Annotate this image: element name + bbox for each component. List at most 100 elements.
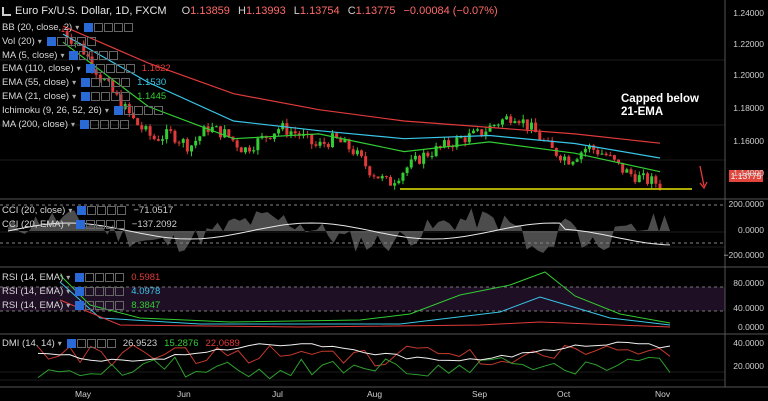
close-icon[interactable]	[121, 92, 131, 101]
symbol-icon[interactable]	[2, 7, 11, 16]
indicator-row[interactable]: CCI (20, close) ▾ −71.0517	[2, 204, 173, 217]
close-icon[interactable]	[86, 36, 96, 46]
lock-icon[interactable]	[86, 339, 96, 348]
chevron-down-icon[interactable]: ▾	[76, 64, 81, 74]
close-icon[interactable]	[115, 287, 125, 296]
chevron-down-icon[interactable]: ▾	[104, 105, 109, 115]
more-icon[interactable]	[114, 23, 124, 32]
settings-icon[interactable]	[76, 339, 86, 348]
close-icon[interactable]	[115, 301, 125, 310]
indicator-name[interactable]: CCI (20, EMA)	[2, 219, 64, 230]
settings-icon[interactable]	[85, 273, 95, 282]
close-icon[interactable]	[153, 105, 163, 115]
lock-icon[interactable]	[133, 105, 143, 115]
lock-icon[interactable]	[105, 64, 115, 74]
eye-icon[interactable]	[75, 220, 85, 229]
indicator-row[interactable]: MA (5, close) ▾	[2, 49, 119, 62]
more-icon[interactable]	[111, 92, 121, 101]
chevron-down-icon[interactable]: ▾	[68, 206, 73, 215]
lock-icon[interactable]	[101, 92, 111, 101]
close-icon[interactable]	[109, 50, 119, 60]
chevron-down-icon[interactable]: ▾	[60, 50, 65, 60]
close-icon[interactable]	[121, 78, 131, 88]
indicator-name[interactable]: Vol (20)	[2, 35, 35, 47]
eye-icon[interactable]	[75, 301, 85, 310]
more-icon[interactable]	[143, 105, 153, 115]
lock-icon[interactable]	[95, 273, 105, 282]
indicator-name[interactable]: Ichimoku (9, 26, 52, 26)	[2, 104, 102, 116]
more-icon[interactable]	[111, 78, 121, 88]
close-icon[interactable]	[115, 273, 125, 282]
close-icon[interactable]	[115, 220, 125, 229]
lock-icon[interactable]	[95, 301, 105, 310]
more-icon[interactable]	[115, 64, 125, 74]
indicator-row[interactable]: RSI (14, EMA) ▾ 4.0978	[2, 285, 160, 298]
settings-icon[interactable]	[90, 119, 100, 129]
settings-icon[interactable]	[95, 64, 105, 74]
settings-icon[interactable]	[79, 50, 89, 60]
eye-icon[interactable]	[113, 105, 123, 115]
settings-icon[interactable]	[87, 206, 97, 215]
indicator-row[interactable]: EMA (55, close) ▾ 1.1530	[2, 76, 166, 89]
eye-icon[interactable]	[81, 78, 91, 88]
close-icon[interactable]	[120, 119, 130, 129]
eye-icon[interactable]	[66, 339, 76, 348]
indicator-name[interactable]: RSI (14, EMA)	[2, 272, 64, 283]
settings-icon[interactable]	[85, 220, 95, 229]
eye-icon[interactable]	[46, 36, 56, 46]
chevron-down-icon[interactable]: ▾	[71, 119, 76, 129]
chevron-down-icon[interactable]: ▾	[37, 36, 42, 46]
eye-icon[interactable]	[84, 23, 94, 32]
lock-icon[interactable]	[95, 287, 105, 296]
more-icon[interactable]	[105, 287, 115, 296]
close-icon[interactable]	[106, 339, 116, 348]
chevron-down-icon[interactable]: ▾	[57, 339, 62, 348]
indicator-row[interactable]: EMA (21, close) ▾ 1.1445	[2, 90, 166, 103]
indicator-name[interactable]: BB (20, close, 2)	[2, 22, 73, 33]
lock-icon[interactable]	[100, 119, 110, 129]
indicator-name[interactable]: EMA (55, close)	[2, 77, 70, 89]
chevron-down-icon[interactable]: ▾	[72, 92, 77, 101]
more-icon[interactable]	[107, 206, 117, 215]
settings-icon[interactable]	[56, 36, 66, 46]
settings-icon[interactable]	[91, 78, 101, 88]
indicator-row[interactable]: MA (200, close) ▾	[2, 118, 130, 131]
eye-icon[interactable]	[85, 64, 95, 74]
more-icon[interactable]	[105, 301, 115, 310]
lock-icon[interactable]	[66, 36, 76, 46]
indicator-row[interactable]: DMI (14, 14) ▾ 26.9523 15.2876 22.0689	[2, 337, 240, 350]
indicator-row[interactable]: Ichimoku (9, 26, 52, 26) ▾	[2, 104, 163, 117]
chevron-down-icon[interactable]: ▾	[75, 23, 80, 32]
close-icon[interactable]	[125, 64, 135, 74]
eye-icon[interactable]	[81, 92, 91, 101]
close-icon[interactable]	[117, 206, 127, 215]
indicator-row[interactable]: BB (20, close, 2) ▾	[2, 21, 134, 34]
indicator-row[interactable]: RSI (14, EMA) ▾ 8.3847	[2, 299, 160, 312]
close-icon[interactable]	[124, 23, 134, 32]
chevron-down-icon[interactable]: ▾	[66, 301, 71, 310]
eye-icon[interactable]	[80, 119, 90, 129]
lock-icon[interactable]	[97, 206, 107, 215]
settings-icon[interactable]	[85, 301, 95, 310]
eye-icon[interactable]	[69, 50, 79, 60]
settings-icon[interactable]	[91, 92, 101, 101]
indicator-name[interactable]: RSI (14, EMA)	[2, 300, 64, 311]
indicator-row[interactable]: CCI (20, EMA) ▾ −137.2092	[2, 218, 177, 231]
indicator-name[interactable]: RSI (14, EMA)	[2, 286, 64, 297]
eye-icon[interactable]	[77, 206, 87, 215]
chevron-down-icon[interactable]: ▾	[72, 78, 77, 88]
settings-icon[interactable]	[85, 287, 95, 296]
more-icon[interactable]	[96, 339, 106, 348]
indicator-name[interactable]: MA (200, close)	[2, 118, 68, 130]
more-icon[interactable]	[110, 119, 120, 129]
chevron-down-icon[interactable]: ▾	[66, 287, 71, 296]
indicator-name[interactable]: MA (5, close)	[2, 49, 58, 61]
eye-icon[interactable]	[75, 273, 85, 282]
lock-icon[interactable]	[95, 220, 105, 229]
eye-icon[interactable]	[75, 287, 85, 296]
chart-title[interactable]: Euro Fx/U.S. Dollar, 1D, FXCM	[15, 5, 167, 17]
more-icon[interactable]	[76, 36, 86, 46]
more-icon[interactable]	[105, 273, 115, 282]
lock-icon[interactable]	[89, 50, 99, 60]
